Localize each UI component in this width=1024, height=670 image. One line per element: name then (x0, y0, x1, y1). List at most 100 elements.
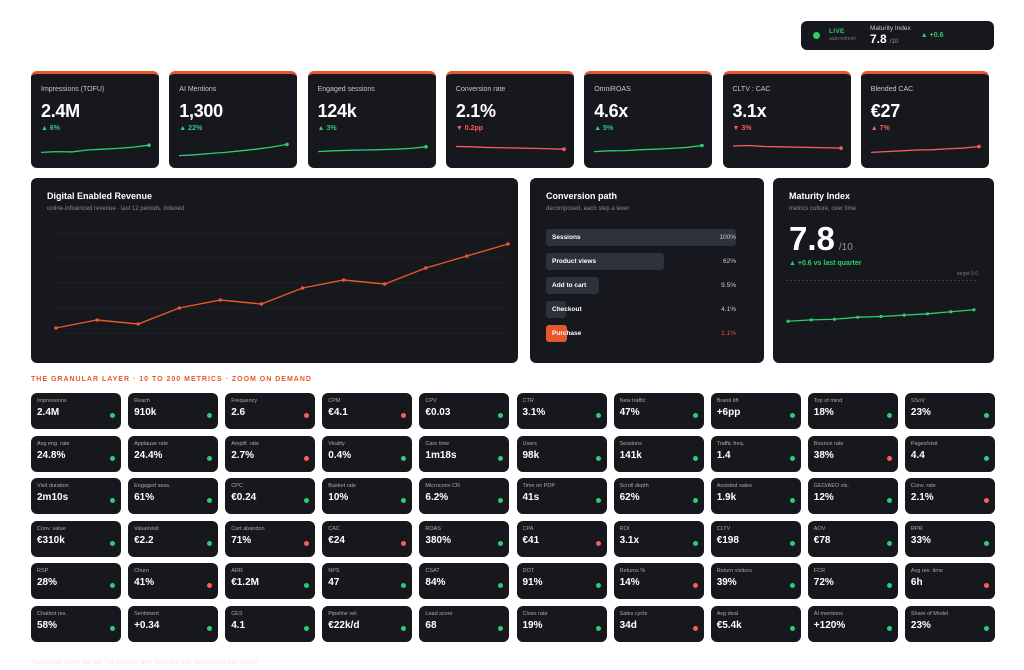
kpi-card[interactable]: AI Mentions 1,300 ▲ 22% (169, 71, 298, 168)
metric-cell[interactable]: Top of mind 18% (807, 393, 898, 429)
metric-cell[interactable]: CPV €0.03 (419, 393, 510, 429)
metric-value: 41% (134, 577, 155, 588)
path-step[interactable]: Add to cart 9.5% (546, 277, 736, 294)
metric-value: 12% (813, 492, 834, 503)
metric-cell[interactable]: CLTV €198 (710, 520, 801, 557)
metric-cell[interactable]: Conv. rate 2.1% (904, 478, 995, 514)
kpi-value: 124k (317, 101, 357, 121)
metric-cell[interactable]: Applause rate 24.4% (128, 435, 219, 472)
metric-cell[interactable]: Traffic freq. 1.4 (710, 435, 801, 472)
revenue-point (259, 302, 264, 306)
metric-cell[interactable]: Virality 0.4% (322, 435, 413, 472)
metric-cell[interactable]: SSoV 23% (904, 393, 995, 429)
status-dot-icon (498, 583, 504, 588)
metric-cell[interactable]: Sessions 141k (613, 435, 704, 472)
metric-cell[interactable]: Scroll depth 62% (613, 478, 704, 514)
path-step[interactable]: Product views 62% (546, 253, 736, 270)
metric-cell[interactable]: Basket rate 10% (322, 478, 413, 514)
metric-cell[interactable]: RSP 28% (31, 563, 121, 599)
metric-cell[interactable]: Bounce rate 38% (807, 435, 898, 472)
metric-cell[interactable]: AI mentions +120% (807, 605, 898, 642)
metric-cell[interactable]: NPS 47 (322, 563, 413, 599)
kpi-card[interactable]: Impressions (TOFU) 2.4M ▲ 6% (31, 71, 159, 168)
metric-cell[interactable]: CPC €0.24 (225, 478, 316, 514)
metric-cell[interactable]: AOV €78 (807, 520, 898, 557)
path-step[interactable]: Sessions 100% (546, 229, 736, 246)
metric-cell[interactable]: Time on PDP 41s (516, 478, 607, 514)
metric-cell[interactable]: Pages/visit 4.4 (904, 435, 995, 472)
kpi-card[interactable]: CLTV : CAC 3.1x ▼ 3% (722, 71, 851, 168)
metric-label: ROI (619, 525, 630, 532)
metric-cell[interactable]: Avg eng. rate 24.8% (31, 435, 121, 472)
metric-cell[interactable]: Frequency 2.6 (225, 393, 316, 429)
metric-cell[interactable]: Churn 41% (128, 563, 219, 599)
metric-value: 91% (522, 577, 543, 588)
metric-label: AOV (813, 525, 826, 532)
metric-cell[interactable]: ROAS 380% (419, 520, 510, 557)
metric-cell[interactable]: Close rate 19% (516, 605, 607, 642)
revenue-panel[interactable]: Digital Enabled Revenue online-influence… (31, 178, 518, 363)
path-step[interactable]: Purchase 2.1% (546, 325, 736, 342)
kpi-label: Conversion rate (455, 86, 506, 93)
metric-cell[interactable]: DOT 91% (516, 563, 607, 599)
metric-cell[interactable]: Conv. value €310k (31, 520, 121, 557)
metric-cell[interactable]: Share of Model 23% (904, 605, 995, 642)
metric-cell[interactable]: Amplif. rate 2.7% (225, 435, 316, 472)
metric-cell[interactable]: CES 4.1 (225, 605, 316, 642)
metric-cell[interactable]: Value/visit €2.2 (128, 520, 219, 557)
path-step[interactable]: Checkout 4.1% (546, 301, 736, 318)
kpi-value: 4.6x (594, 101, 629, 121)
status-dot-icon (789, 413, 795, 418)
metric-cell[interactable]: RPR 33% (904, 520, 995, 557)
metric-cell[interactable]: Users 98k (516, 435, 607, 472)
metric-label: DOT (522, 568, 535, 574)
metric-cell[interactable]: ARR €1.2M (225, 563, 316, 599)
metric-cell[interactable]: CPM €4.1 (322, 393, 413, 429)
metric-cell[interactable]: Reach 910k (128, 393, 219, 429)
metric-cell[interactable]: Returns % 14% (613, 563, 704, 599)
kpi-card[interactable]: OmniROAS 4.6x ▲ 5% (584, 71, 713, 168)
kpi-card[interactable]: Conversion rate 2.1% ▼ 0.2pp (445, 71, 574, 168)
metric-cell[interactable]: Lead score 68 (419, 605, 510, 642)
metric-cell[interactable]: ROI 3.1x (613, 520, 704, 557)
metric-cell[interactable]: CTR 3.1% (516, 393, 607, 429)
conversion-path-panel[interactable]: Conversion path decomposed, each step a … (530, 178, 764, 363)
metric-cell[interactable]: Pipeline vel. €22k/d (322, 605, 413, 642)
kpi-delta: ▲ 6% (41, 125, 60, 132)
status-dot-icon (595, 413, 601, 418)
metric-cell[interactable]: CPA €41 (516, 520, 607, 557)
metric-cell[interactable]: CSAT 84% (419, 563, 510, 599)
metric-cell[interactable]: FCR 72% (807, 563, 898, 599)
metric-cell[interactable]: Cart abandon 71% (225, 520, 316, 557)
path-step-pct: 4.1% (721, 306, 736, 313)
metric-cell[interactable]: GEO/AEO vis. 12% (807, 478, 898, 514)
maturity-point (902, 313, 906, 317)
metric-cell[interactable]: Visit duration 2m10s (31, 478, 121, 514)
metric-label: Value/visit (134, 525, 159, 532)
metric-cell[interactable]: Assisted sales 1.9k (710, 478, 801, 514)
kpi-sparkline (594, 143, 704, 153)
status-dot-icon (304, 540, 310, 546)
metric-cell[interactable]: Return visitors 39% (710, 563, 801, 599)
status-dot-icon (595, 498, 601, 503)
metric-cell[interactable]: Engaged sess. 61% (128, 478, 219, 514)
metric-value: 141k (619, 449, 642, 461)
metric-cell[interactable]: Brand lift +6pp (710, 393, 801, 429)
kpi-card[interactable]: Blended CAC €27 ▲ 7% (860, 71, 989, 168)
metric-cell[interactable]: Avg deal €5.4k (710, 605, 801, 642)
metric-value: 1.9k (716, 492, 737, 503)
metric-cell[interactable]: Impressions 2.4M (31, 393, 121, 429)
metric-cell[interactable]: Care time 1m18s (419, 435, 510, 472)
sparkline-path (41, 144, 150, 154)
metric-cell[interactable]: Microconv CR 6.2% (419, 478, 510, 514)
metric-cell[interactable]: Sales cycle 34d (613, 605, 704, 642)
maturity-panel[interactable]: Maturity Index metrics culture, over tim… (773, 178, 994, 363)
metric-cell[interactable]: Sentiment +0.34 (128, 605, 219, 642)
metric-cell[interactable]: CAC €24 (322, 520, 413, 557)
status-dot-icon (110, 455, 115, 461)
kpi-card[interactable]: Engaged sessions 124k ▲ 3% (307, 71, 436, 168)
metric-label: RSP (37, 568, 49, 574)
metric-cell[interactable]: Avg res. time 6h (904, 563, 995, 599)
metric-cell[interactable]: New traffic 47% (613, 393, 704, 429)
metric-cell[interactable]: Chatbot res. 58% (31, 605, 121, 642)
